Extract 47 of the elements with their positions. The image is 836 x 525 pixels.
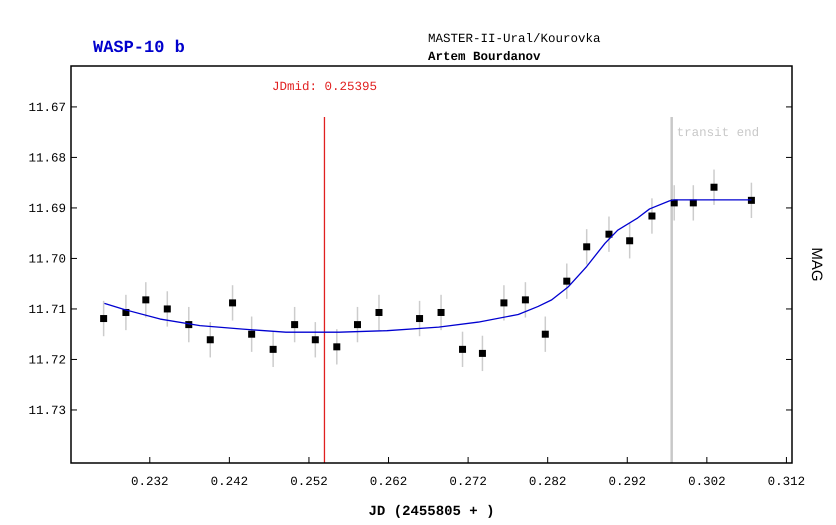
point: [648, 212, 656, 220]
point: [542, 330, 549, 338]
point: [229, 299, 236, 306]
point: [333, 343, 340, 350]
point: [522, 296, 529, 304]
point: [459, 346, 466, 353]
point: [100, 315, 108, 322]
y-tick-label: 11.72: [28, 353, 66, 368]
point: [270, 346, 277, 353]
point: [416, 315, 424, 322]
point: [206, 336, 214, 344]
y-tick-label: 11.68: [28, 151, 66, 166]
point: [248, 330, 256, 338]
point: [605, 230, 612, 238]
x-axis-title: JD (2455805 + ): [368, 504, 495, 520]
point: [438, 308, 445, 316]
y-tick-label: 11.73: [28, 404, 66, 418]
x-tick-label: 0.242: [210, 475, 248, 489]
y-tick-label: 11.67: [28, 100, 66, 115]
point: [583, 243, 590, 250]
text: Artem Bourdanov: [428, 50, 542, 64]
point: [142, 296, 150, 304]
point: [291, 321, 298, 328]
ref-line-label: JDmid: 0.25395: [272, 80, 377, 94]
x-tick-label: 0.282: [528, 475, 566, 489]
y-tick-label: 11.69: [28, 202, 66, 216]
point: [375, 308, 382, 316]
point: [354, 321, 361, 328]
x-tick-label: 0.232: [131, 475, 169, 489]
x-tick-label: 0.312: [768, 475, 806, 489]
point: [710, 184, 718, 191]
x-tick-label: 0.262: [370, 475, 408, 489]
x-tick-label: 0.292: [608, 475, 646, 489]
y-axis-title: MAG: [808, 247, 825, 282]
y-tick-label: 11.71: [28, 302, 66, 317]
x-tick-label: 0.272: [449, 475, 487, 489]
y-tick-label: 11.70: [28, 252, 66, 266]
x-tick-label: 0.302: [688, 475, 726, 489]
x-tick-label: 0.252: [290, 475, 328, 489]
point: [164, 305, 171, 312]
point: [563, 278, 570, 285]
chart-title: WASP-10 b: [93, 39, 185, 58]
point: [626, 237, 634, 244]
point: [500, 299, 508, 306]
text: MASTER-II-Ural/Kourovka: [428, 32, 602, 46]
point: [478, 350, 486, 357]
point: [312, 336, 319, 344]
